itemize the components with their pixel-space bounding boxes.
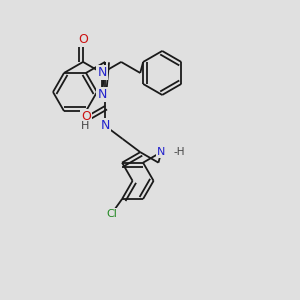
Text: O: O bbox=[81, 110, 91, 123]
Text: N: N bbox=[98, 88, 107, 101]
Text: -H: -H bbox=[173, 147, 184, 157]
Text: N: N bbox=[100, 119, 110, 132]
Text: O: O bbox=[78, 33, 88, 46]
Text: Cl: Cl bbox=[106, 209, 117, 219]
Text: N: N bbox=[98, 66, 107, 80]
Text: H: H bbox=[81, 121, 89, 131]
Text: N: N bbox=[157, 147, 165, 157]
